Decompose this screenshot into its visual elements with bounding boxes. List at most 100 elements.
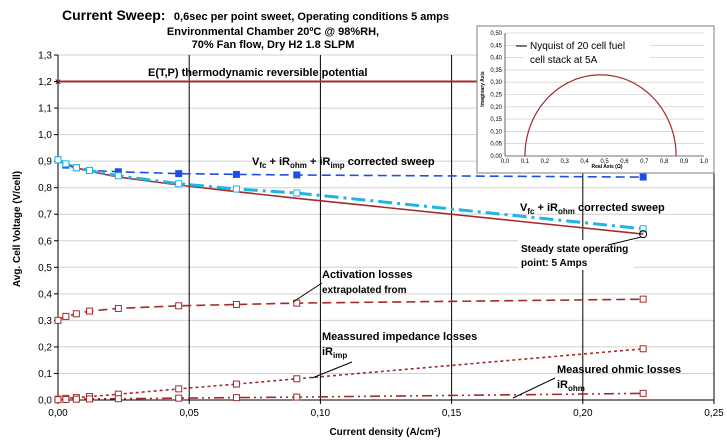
series-marker xyxy=(72,395,80,403)
inset-legend-1: Nyquist of 20 cell fuel xyxy=(530,41,625,52)
inset-x-tick-label: 0,0 xyxy=(501,159,510,165)
inset-x-tick-label: 0,7 xyxy=(640,159,649,165)
inset-y-tick-label: 0,40 xyxy=(490,56,502,62)
series-line xyxy=(57,298,644,322)
inset-x-tick-label: 0,2 xyxy=(541,159,550,165)
y-tick-label: 0,0 xyxy=(38,396,52,407)
series-marker xyxy=(639,225,647,233)
chart-title: Current Sweep: 0,6sec per point sweet, O… xyxy=(62,7,449,24)
series-marker xyxy=(175,170,183,178)
activation-pointer xyxy=(292,282,323,303)
chart-title-rest: 0,6sec per point sweet, Operating condit… xyxy=(174,11,449,23)
impedance-label-2: iRimp xyxy=(322,346,347,360)
series-marker xyxy=(114,304,122,312)
inset-x-tick-label: 1,0 xyxy=(700,159,709,165)
ohmic-label-1: Measured ohmic losses xyxy=(557,364,681,376)
inset-x-tick-label: 0,4 xyxy=(580,159,589,165)
series-marker xyxy=(72,164,80,172)
steady-state-pointer xyxy=(607,236,642,246)
series-marker xyxy=(54,156,62,164)
y-tick-label: 0,5 xyxy=(38,263,52,274)
y-tick-label: 0,2 xyxy=(38,342,52,353)
series-marker xyxy=(114,395,122,403)
y-tick-label: 0,7 xyxy=(38,210,52,221)
chart-title-main: Current Sweep: xyxy=(62,7,165,23)
series-marker xyxy=(62,160,70,168)
inset-x-tick-label: 0,5 xyxy=(600,159,609,165)
series-marker xyxy=(293,393,301,401)
inset-x-tick-label: 0,1 xyxy=(521,159,530,165)
ohmic-label-2: iRohm xyxy=(557,379,585,393)
inset-y-label: Imaginary Axis xyxy=(480,71,486,107)
y-tick-label: 0,8 xyxy=(38,183,52,194)
series-marker xyxy=(639,389,647,397)
steady-state-point xyxy=(639,230,648,239)
inset-y-tick-label: 0,50 xyxy=(490,31,502,37)
series-line xyxy=(57,392,644,401)
inset-x-tick-label: 0,3 xyxy=(561,159,570,165)
x-axis-label: Current density (A/cm²) xyxy=(329,427,440,438)
series-marker xyxy=(175,394,183,402)
series-marker xyxy=(232,380,240,388)
reversible-potential-label: E(T,P) thermodynamic reversible potentia… xyxy=(148,67,367,79)
inset-y-tick-label: 0,35 xyxy=(490,68,502,74)
series-marker xyxy=(232,170,240,178)
series-marker xyxy=(85,395,93,403)
inset-y-tick-label: 0,25 xyxy=(490,93,502,99)
y-tick-label: 0,6 xyxy=(38,236,52,247)
y-tick-label: 0,3 xyxy=(38,316,52,327)
annotation-vfc-ohm-imp: Vfc + iRohm + iRimp corrected sweep xyxy=(252,156,435,170)
series-marker xyxy=(114,172,122,180)
inset-nyquist: 0,00 0,05 0,10 0,15 0,20 0,25 0,30 0,35 0,40 0,45… xyxy=(476,25,715,174)
inset-x-label: Real Axis (Ω) xyxy=(591,164,622,170)
x-tick-label: 0,20 xyxy=(573,408,593,419)
series-marker xyxy=(62,312,70,320)
steady-state-label-bg xyxy=(518,240,634,270)
tick-labels: 0,0 0,1 0,2 0,3 0,4 0,5 0,6 0,7 0,8 0,9 1,0 1,1 1,2 1… xyxy=(38,51,724,420)
chart-subtitle-2: 70% Fan flow, Dry H2 1.8 SLPM xyxy=(192,39,355,51)
chart-subtitle-1: Environmental Chamber 20ºC @ 98%RH, xyxy=(167,26,379,38)
series-marker xyxy=(85,166,93,174)
x-tick-label: 0,05 xyxy=(179,408,199,419)
series-layer xyxy=(54,156,648,404)
series-marker xyxy=(293,189,301,197)
inset-y-tick-label: 0,15 xyxy=(490,117,502,123)
inset-x-tick-label: 0,9 xyxy=(680,159,689,165)
series-marker xyxy=(232,300,240,308)
inset-legend-bg xyxy=(524,38,650,68)
x-tick-label: 0,25 xyxy=(704,408,724,419)
inset-x-tick-label: 0,8 xyxy=(660,159,669,165)
series-marker xyxy=(175,180,183,188)
inset-y-tick-label: 0,45 xyxy=(490,43,502,49)
inset-y-tick-label: 0,05 xyxy=(490,142,502,148)
series-marker xyxy=(639,345,647,353)
series-marker xyxy=(175,385,183,393)
inset-y-tick-label: 0,00 xyxy=(490,154,502,160)
series-marker xyxy=(232,394,240,402)
x-tick-label: 0,00 xyxy=(48,408,68,419)
y-tick-label: 0,4 xyxy=(38,289,52,300)
steady-state-label-2: point: 5 Amps xyxy=(521,258,588,269)
x-tick-label: 0,15 xyxy=(442,408,462,419)
inset-x-tick-label: 0,6 xyxy=(620,159,629,165)
inset-legend-2: cell stack at 5A xyxy=(530,55,598,66)
impedance-label-1: Meassured impedance losses xyxy=(322,331,477,343)
series-marker xyxy=(62,395,70,403)
inset-y-tick-label: 0,30 xyxy=(490,80,502,86)
inset-tick-labels: 0,00 0,05 0,10 0,15 0,20 0,25 0,30 0,35 0,40 0,45… xyxy=(490,31,709,165)
y-tick-label: 1,1 xyxy=(38,104,52,115)
y-tick-label: 1,3 xyxy=(38,51,52,62)
ohmic-pointer xyxy=(512,377,556,399)
series-marker xyxy=(293,375,301,383)
series-marker xyxy=(54,316,62,324)
series-line xyxy=(57,348,644,400)
impedance-pointer xyxy=(311,361,353,379)
inset-nyquist-arc xyxy=(524,74,677,157)
y-tick-label: 1,2 xyxy=(38,77,52,88)
series-marker xyxy=(293,171,301,179)
x-tick-label: 0,10 xyxy=(311,408,331,419)
series-marker xyxy=(293,299,301,307)
activation-label-2: extrapolated from xyxy=(322,285,407,296)
series-marker xyxy=(54,396,62,404)
